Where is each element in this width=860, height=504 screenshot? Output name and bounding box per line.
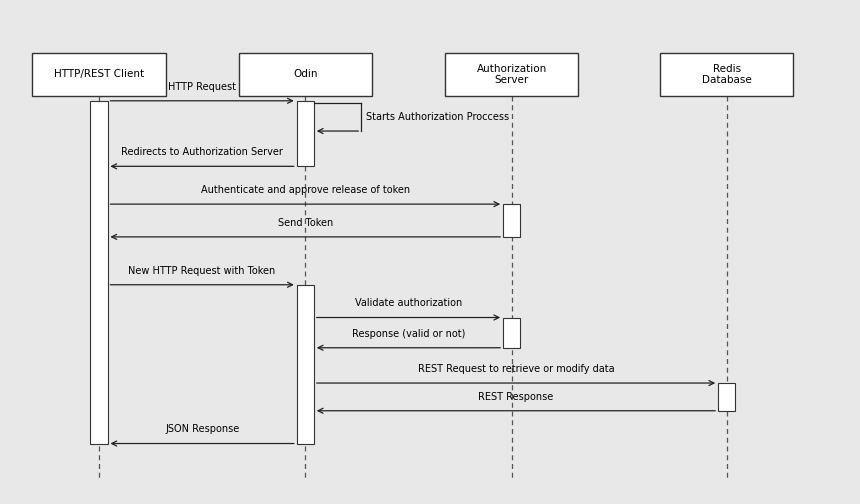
Text: REST Response: REST Response — [478, 392, 554, 402]
Text: Redis
Database: Redis Database — [702, 64, 752, 85]
Text: REST Request to retrieve or modify data: REST Request to retrieve or modify data — [418, 364, 614, 374]
Text: Starts Authorization Proccess: Starts Authorization Proccess — [366, 112, 508, 122]
Bar — [445, 53, 578, 96]
Text: Authenticate and approve release of token: Authenticate and approve release of toke… — [200, 185, 410, 195]
Text: New HTTP Request with Token: New HTTP Request with Token — [128, 266, 276, 276]
Text: Send Token: Send Token — [278, 218, 333, 228]
Text: JSON Response: JSON Response — [165, 424, 239, 434]
Text: HTTP Request: HTTP Request — [168, 82, 237, 92]
Bar — [90, 101, 108, 444]
Text: Redirects to Authorization Server: Redirects to Authorization Server — [121, 147, 283, 157]
Bar — [297, 101, 314, 166]
Bar — [33, 53, 165, 96]
Text: Authorization
Server: Authorization Server — [476, 64, 547, 85]
Bar — [503, 204, 520, 237]
Bar — [297, 285, 314, 444]
Bar — [238, 53, 372, 96]
Text: HTTP/REST Client: HTTP/REST Client — [54, 70, 144, 79]
Bar — [718, 383, 735, 411]
Text: Odin: Odin — [293, 70, 317, 79]
Text: Response (valid or not): Response (valid or not) — [352, 329, 465, 339]
Text: Validate authorization: Validate authorization — [355, 298, 462, 308]
Bar — [660, 53, 793, 96]
Bar — [503, 318, 520, 348]
